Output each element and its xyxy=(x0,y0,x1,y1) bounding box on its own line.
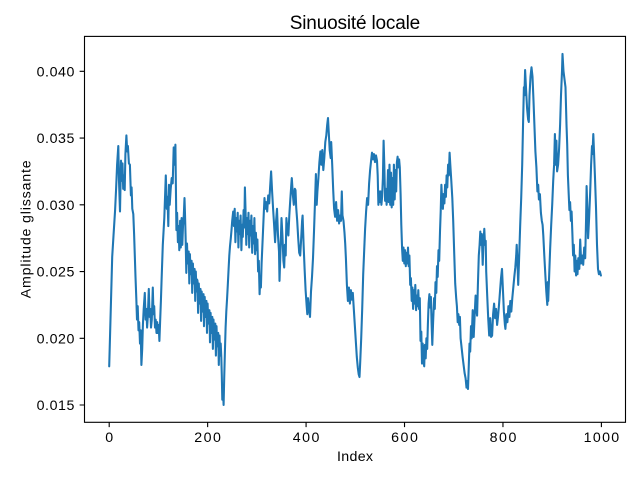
svg-text:0.035: 0.035 xyxy=(37,131,75,147)
svg-text:0.020: 0.020 xyxy=(37,331,75,347)
svg-text:0.025: 0.025 xyxy=(37,265,75,281)
svg-text:0: 0 xyxy=(105,430,113,446)
svg-text:Sinuosité locale: Sinuosité locale xyxy=(290,13,421,34)
svg-text:1000: 1000 xyxy=(584,430,620,446)
svg-text:400: 400 xyxy=(293,430,320,446)
svg-text:600: 600 xyxy=(391,430,418,446)
svg-text:0.030: 0.030 xyxy=(37,198,75,214)
svg-text:Amplitude glissante: Amplitude glissante xyxy=(18,160,34,298)
svg-text:0.015: 0.015 xyxy=(37,398,75,414)
svg-text:0.040: 0.040 xyxy=(37,64,75,80)
svg-text:800: 800 xyxy=(490,430,517,446)
svg-text:Index: Index xyxy=(337,449,373,465)
svg-text:200: 200 xyxy=(194,430,221,446)
